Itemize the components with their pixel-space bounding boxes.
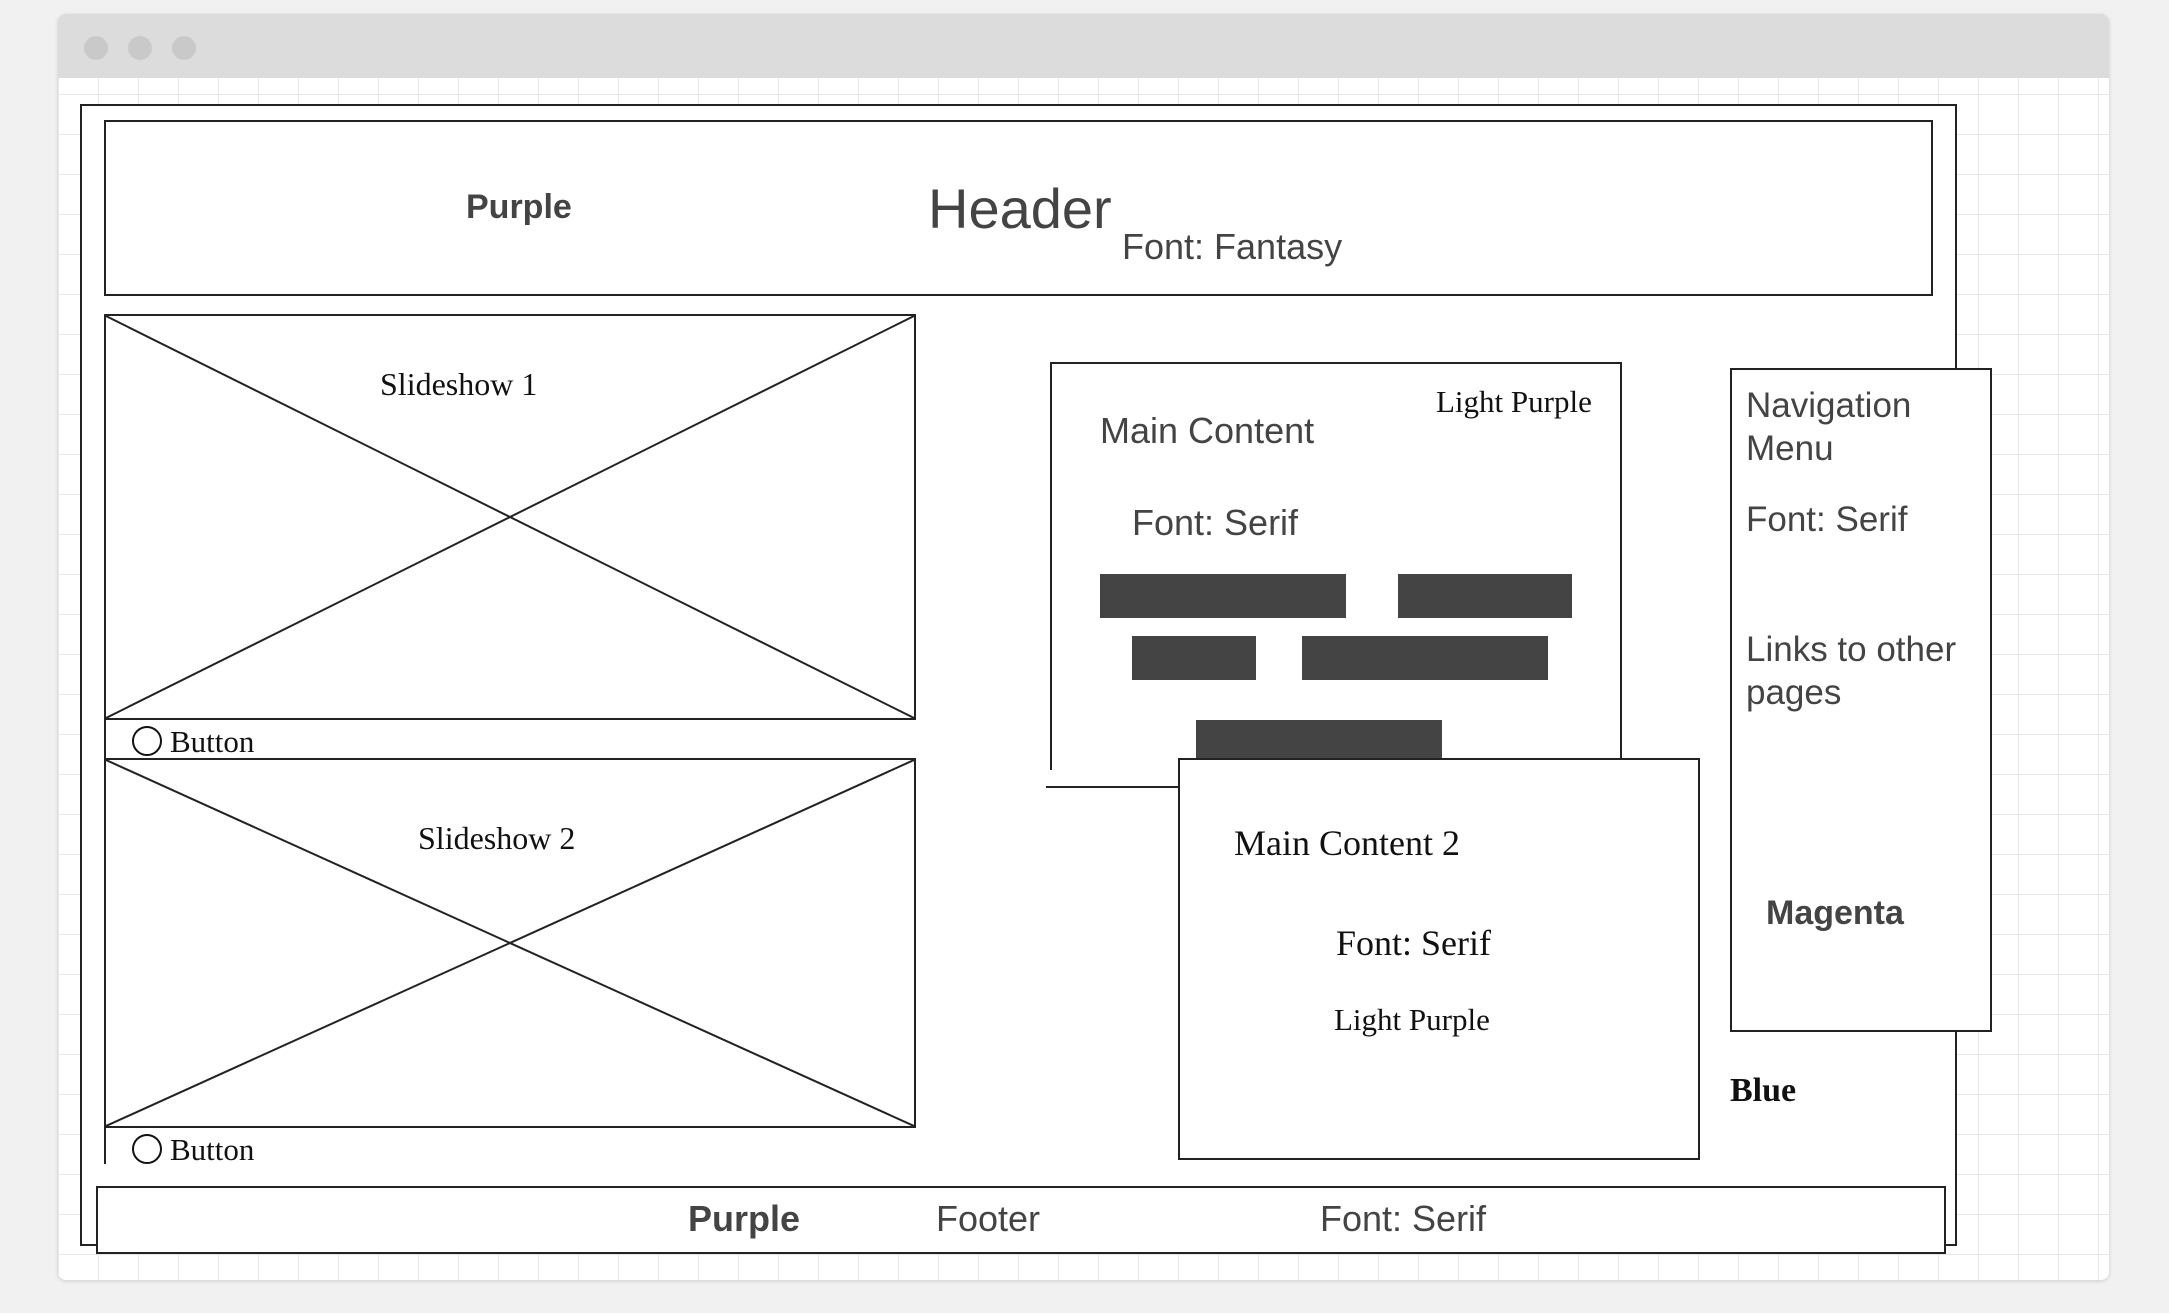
main-content-2-color-note: Light Purple: [1334, 1002, 1490, 1037]
window-maximize-dot[interactable]: [172, 36, 196, 60]
main-content-left-edge: [1050, 362, 1052, 770]
main-content-title: Main Content: [1100, 410, 1315, 451]
navigation-menu-box: Navigation Menu Font: Serif Links to oth…: [1730, 368, 1992, 1032]
footer-title: Footer: [936, 1198, 1041, 1239]
navigation-menu-title: Navigation Menu: [1746, 386, 1912, 468]
navigation-font-note[interactable]: Font: Serif: [1746, 500, 1908, 539]
main-content-top-edge: [1050, 362, 1622, 364]
slideshow-2-button-divider: [104, 1128, 106, 1164]
window-close-dot[interactable]: [84, 36, 108, 60]
main-content-color-note: Light Purple: [1436, 384, 1592, 419]
main-content-right-edge: [1620, 362, 1622, 772]
slideshow-2-placeholder-cross: [106, 760, 914, 1126]
main-content-font-note: Font: Serif: [1132, 502, 1299, 543]
main-content-2-font-note: Font: Serif: [1336, 923, 1492, 963]
header-font-note: Font: Fantasy: [1122, 226, 1343, 267]
text-placeholder-bar: [1132, 636, 1256, 680]
text-placeholder-bar: [1398, 574, 1572, 618]
slideshow-1-placeholder-cross: [106, 316, 914, 718]
footer-box: Purple Footer Font: Serif: [96, 1186, 1946, 1254]
window-titlebar: [58, 14, 2109, 78]
navigation-links-note[interactable]: Links to other pages: [1746, 630, 1957, 712]
window-minimize-dot[interactable]: [128, 36, 152, 60]
text-placeholder-bar: [1196, 720, 1442, 760]
slideshow-2[interactable]: Slideshow 2: [104, 758, 916, 1128]
main-content-2-title: Main Content 2: [1234, 823, 1460, 863]
slideshow-2-radio-button[interactable]: [132, 1134, 162, 1164]
side-color-note: Blue: [1730, 1072, 1797, 1109]
text-placeholder-bar: [1302, 636, 1548, 680]
navigation-color-note: Magenta: [1766, 894, 1904, 932]
slideshow-2-label: Slideshow 2: [418, 820, 576, 856]
slideshow-2-button-label: Button: [170, 1132, 255, 1167]
text-placeholder-bar: [1100, 574, 1346, 618]
header-color-note: Purple: [466, 188, 572, 226]
main-content-2-box: Main Content 2 Font: Serif Light Purple: [1178, 758, 1700, 1160]
header-title: Header: [928, 177, 1112, 240]
slideshow-1-button-label: Button: [170, 724, 255, 759]
main-content-bottom-edge: [1046, 786, 1182, 788]
footer-color-note: Purple: [688, 1198, 801, 1239]
slideshow-1-radio-button[interactable]: [132, 726, 162, 756]
slideshow-1[interactable]: Slideshow 1: [104, 314, 916, 720]
slideshow-1-label: Slideshow 1: [380, 366, 538, 402]
page-wireframe: Purple Header Font: Fantasy Slideshow 1 …: [80, 104, 1992, 1254]
header-box: Purple Header Font: Fantasy: [104, 120, 1933, 296]
footer-font-note: Font: Serif: [1320, 1198, 1487, 1239]
slideshow-1-button-divider: [104, 720, 106, 758]
